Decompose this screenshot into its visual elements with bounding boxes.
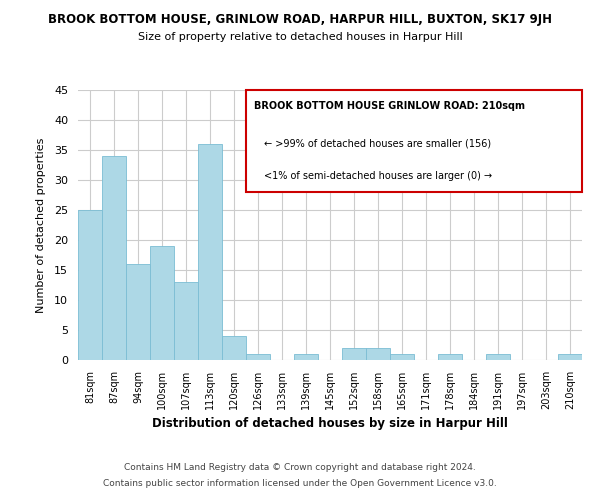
- Text: Contains public sector information licensed under the Open Government Licence v3: Contains public sector information licen…: [103, 478, 497, 488]
- Bar: [246, 354, 270, 360]
- Bar: [294, 354, 318, 360]
- Bar: [366, 348, 390, 360]
- Bar: [558, 354, 582, 360]
- Bar: [126, 264, 150, 360]
- Text: Contains HM Land Registry data © Crown copyright and database right 2024.: Contains HM Land Registry data © Crown c…: [124, 464, 476, 472]
- Text: BROOK BOTTOM HOUSE GRINLOW ROAD: 210sqm: BROOK BOTTOM HOUSE GRINLOW ROAD: 210sqm: [254, 101, 524, 111]
- Text: ← >99% of detached houses are smaller (156): ← >99% of detached houses are smaller (1…: [263, 138, 491, 148]
- Bar: [78, 210, 102, 360]
- Text: BROOK BOTTOM HOUSE, GRINLOW ROAD, HARPUR HILL, BUXTON, SK17 9JH: BROOK BOTTOM HOUSE, GRINLOW ROAD, HARPUR…: [48, 12, 552, 26]
- Y-axis label: Number of detached properties: Number of detached properties: [36, 138, 46, 312]
- Bar: [390, 354, 414, 360]
- Bar: [438, 354, 462, 360]
- Bar: [102, 156, 126, 360]
- Bar: [486, 354, 510, 360]
- Bar: [198, 144, 222, 360]
- Bar: [342, 348, 366, 360]
- Bar: [246, 90, 582, 192]
- Text: <1% of semi-detached houses are larger (0) →: <1% of semi-detached houses are larger (…: [263, 171, 492, 181]
- Text: Size of property relative to detached houses in Harpur Hill: Size of property relative to detached ho…: [137, 32, 463, 42]
- Bar: [150, 246, 174, 360]
- Bar: [174, 282, 198, 360]
- X-axis label: Distribution of detached houses by size in Harpur Hill: Distribution of detached houses by size …: [152, 418, 508, 430]
- Bar: [222, 336, 246, 360]
